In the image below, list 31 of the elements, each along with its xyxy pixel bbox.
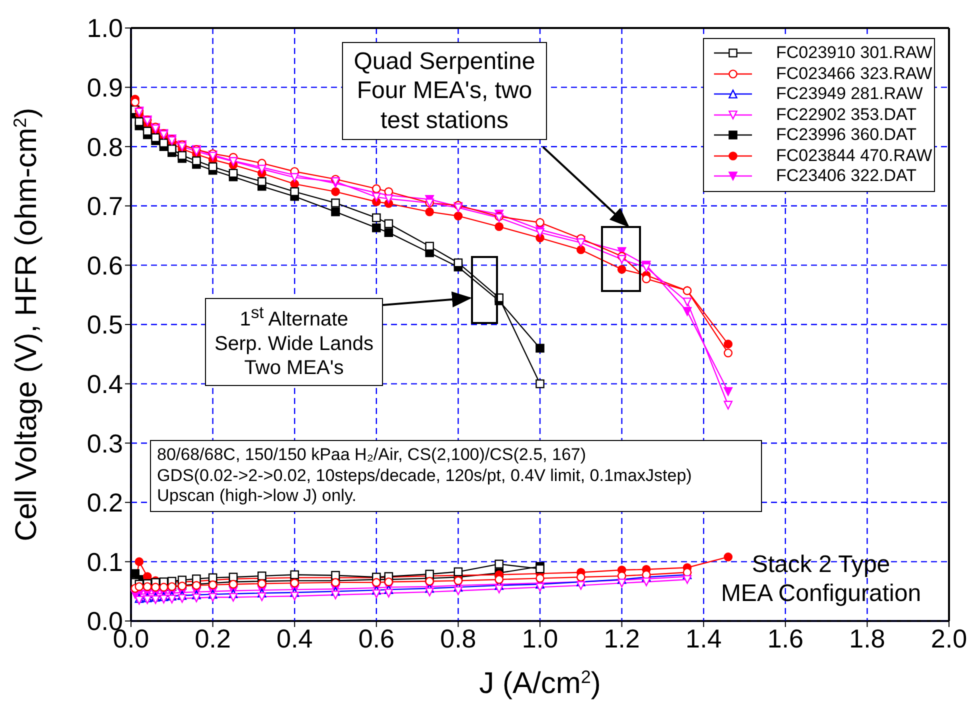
y-tick-label: 0.2	[86, 488, 123, 518]
x-tick-label: 2.0	[930, 623, 968, 654]
y-tick-label: 0.3	[86, 428, 123, 458]
legend-label: FC22902 353.DAT	[776, 104, 916, 125]
note-box: Quad Serpentine Four MEA's, two test stations	[342, 42, 547, 140]
note-box: 80/68/68C, 150/150 kPaa H₂/Air, CS(2,100)/CS(2.5, 167) GDS(0.02->2->0.02, 10steps/decade, 120s/pt, 0.4V limit, 0.1maxJstep) Upscan (high->low J) only.	[150, 440, 762, 512]
x-tick-label: 1.6	[767, 623, 804, 654]
x-tick-label: 0.4	[276, 623, 313, 654]
x-tick-label: 1.2	[604, 623, 640, 654]
legend-label: FC023844 470.RAW	[776, 146, 932, 166]
x-tick-label: 1.0	[522, 623, 558, 654]
y-tick-label: 0.4	[86, 369, 123, 400]
legend-label: FC23949 281.RAW	[776, 84, 923, 104]
x-tick-label: 0.8	[440, 623, 476, 654]
y-tick-label: 0.7	[86, 191, 123, 222]
x-tick-label: 1.8	[849, 623, 886, 654]
y-tick-label: 0.5	[86, 310, 123, 340]
x-tick-label: 0.2	[194, 623, 231, 654]
x-axis-title: J (A/cm$^{2}$)	[479, 667, 601, 700]
x-tick-label: 0.6	[358, 623, 394, 654]
x-tick-label: 1.4	[686, 623, 722, 654]
note-box: 1$^{st}$ Alternate Serp. Wide Lands Two MEA's	[205, 298, 383, 386]
legend-label: FC23996 360.DAT	[776, 125, 916, 146]
y-tick-label: 0.1	[86, 546, 123, 577]
y-tick-label: 0.9	[86, 72, 123, 103]
legend-label: FC023910 301.RAW	[776, 43, 932, 64]
legend-label: FC023466 323.RAW	[776, 64, 932, 84]
y-tick-label: 0.6	[86, 250, 123, 280]
y-tick-label: 1.0	[86, 13, 123, 44]
y-tick-label: 0.8	[86, 132, 123, 162]
legend-label: FC23406 322.DAT	[776, 166, 916, 186]
